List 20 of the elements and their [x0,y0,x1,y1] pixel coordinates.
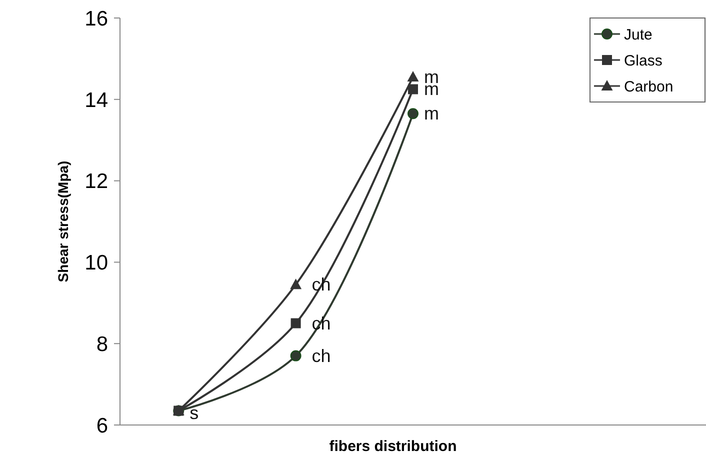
y-tick-label: 12 [84,170,108,194]
y-tick-label: 14 [84,88,108,112]
point [408,84,418,94]
data-label: m [424,104,439,124]
y-tick-label: 10 [84,252,108,275]
point [290,278,302,290]
point [408,108,418,120]
y-tick-label: 8 [96,332,108,356]
point [407,71,419,82]
data-label: s [190,402,199,423]
legend-label: Carbon [624,78,674,96]
legend-label: Glass [624,52,662,70]
data-label: ch [312,346,331,366]
y-axis-title: Shear stress(Mpa) [55,160,71,282]
point [290,318,301,328]
x-axis-title: fibers distribution [329,438,457,455]
y-tick-label: 16 [84,7,108,30]
y-tick-label: 6 [96,414,108,438]
legend-label: Jute [624,26,652,44]
point [290,350,302,362]
